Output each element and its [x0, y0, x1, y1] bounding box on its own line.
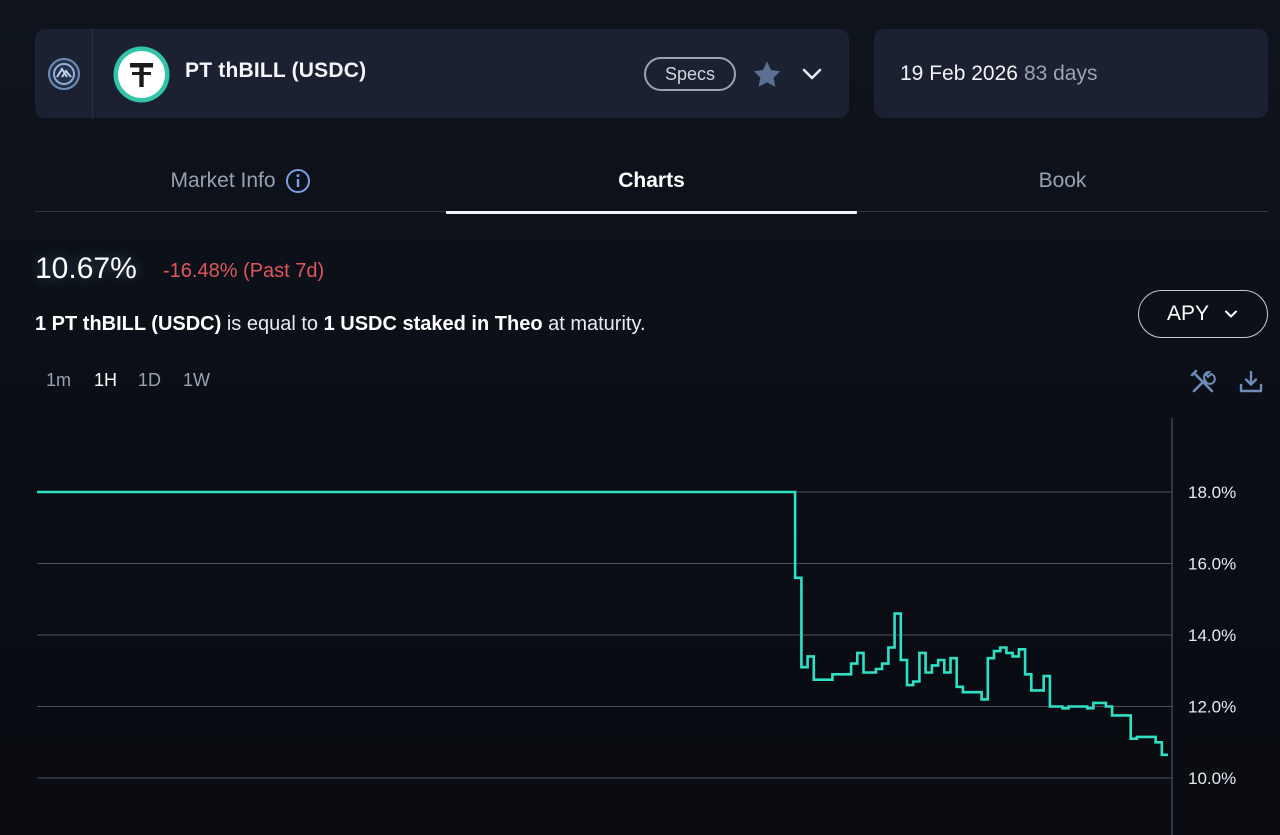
- interval-1m[interactable]: 1m: [46, 370, 72, 390]
- y-tick-label: 18.0%: [1188, 483, 1236, 502]
- star-icon[interactable]: [751, 59, 783, 91]
- tab-charts[interactable]: Charts: [446, 150, 857, 214]
- maturity-info: 19 Feb 2026 83 days: [900, 62, 1098, 86]
- tools-icon[interactable]: [1189, 368, 1217, 396]
- desc-pt-amount: 1 PT thBILL (USDC): [35, 313, 222, 335]
- y-tick-label: 12.0%: [1188, 698, 1236, 717]
- desc-text-end: at maturity.: [542, 313, 646, 335]
- metric-select-label: APY: [1166, 302, 1210, 325]
- desc-underlying-amount: 1 USDC staked in Theo: [323, 313, 543, 335]
- apy-series-line: [37, 490, 1168, 757]
- chevron-down-icon: [1225, 310, 1238, 318]
- info-icon[interactable]: [285, 168, 311, 194]
- metric-select[interactable]: APY: [1138, 290, 1268, 338]
- y-tick-label: 10.0%: [1188, 769, 1236, 788]
- market-header-card: PT thBILL (USDC) Specs: [35, 29, 849, 118]
- y-tick-label: 14.0%: [1188, 626, 1236, 645]
- maturity-card: 19 Feb 2026 83 days: [874, 29, 1268, 118]
- protocol-button[interactable]: [35, 29, 93, 118]
- market-description: 1 PT thBILL (USDC) is equal to 1 USDC st…: [35, 313, 646, 336]
- y-tick-label: 16.0%: [1188, 555, 1236, 574]
- days-to-maturity: 83 days: [1023, 62, 1098, 85]
- market-title: PT thBILL (USDC): [185, 59, 367, 82]
- apy-change: -16.48% (Past 7d): [163, 260, 325, 282]
- chart-y-ticks: 10.0% 12.0% 14.0% 16.0% 18.0%: [1188, 483, 1236, 788]
- apy-chart[interactable]: 10.0% 12.0% 14.0% 16.0% 18.0%: [0, 410, 1280, 835]
- interval-1h[interactable]: 1H: [94, 370, 118, 390]
- interval-1w[interactable]: 1W: [183, 370, 210, 390]
- tab-charts-label: Charts: [618, 169, 685, 192]
- chart-gridlines: [37, 491, 1172, 779]
- maturity-date: 19 Feb 2026: [900, 62, 1018, 85]
- chevron-down-icon[interactable]: [799, 61, 825, 87]
- pendle-logo-icon: [47, 57, 80, 90]
- tab-book[interactable]: Book: [857, 150, 1268, 212]
- tether-logo-icon: [113, 46, 170, 103]
- specs-button[interactable]: Specs: [644, 57, 736, 91]
- interval-1d[interactable]: 1D: [138, 370, 162, 390]
- desc-text: is equal to: [221, 313, 324, 335]
- tab-market-info-label: Market Info: [170, 169, 276, 192]
- current-apy: 10.67%: [35, 252, 137, 285]
- tab-market-info[interactable]: Market Info: [35, 150, 446, 212]
- tab-book-label: Book: [1038, 169, 1087, 192]
- tab-bar: Market Info Charts Book: [35, 150, 1268, 214]
- download-icon[interactable]: [1237, 368, 1265, 396]
